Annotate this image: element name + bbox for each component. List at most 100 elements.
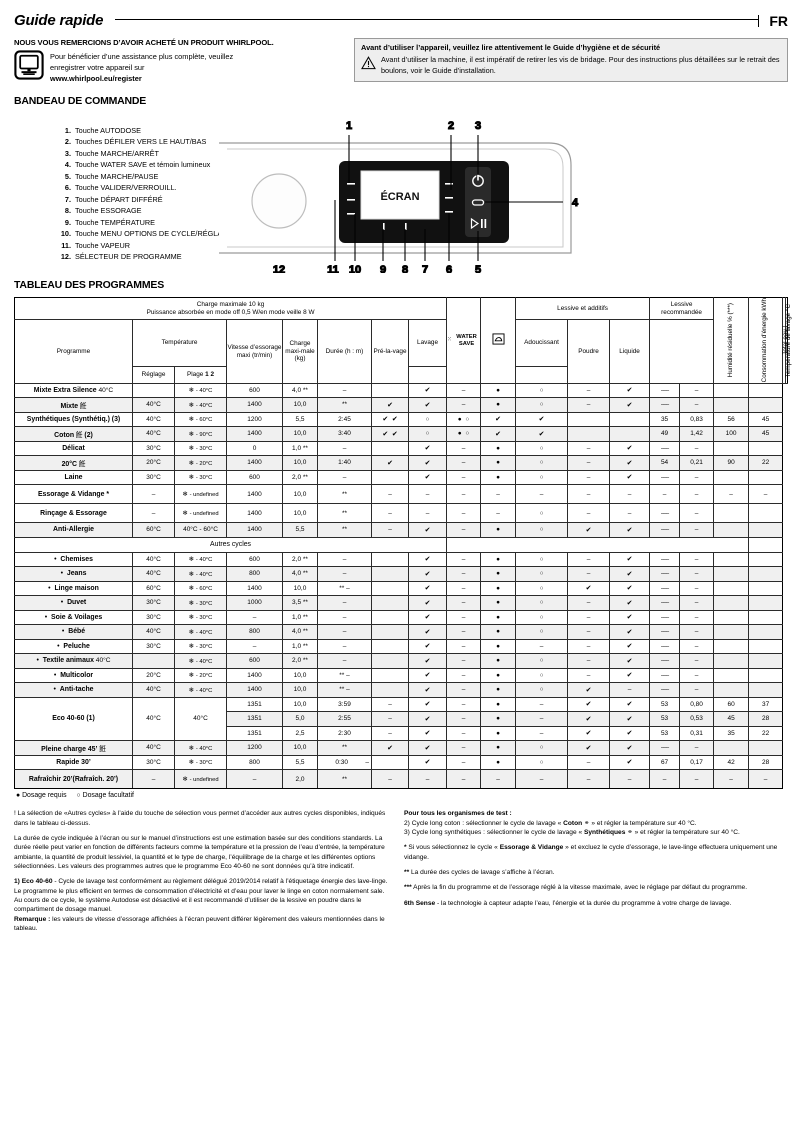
- snowflake-icon: ❄: [182, 776, 188, 784]
- dash-mark: [587, 510, 591, 517]
- dash-mark: [729, 776, 733, 783]
- duree-cell: 3:59: [317, 696, 372, 713]
- water-save-cell: [371, 382, 409, 399]
- adoucissant-cell: [515, 667, 569, 684]
- duree-cell: –: [317, 595, 372, 611]
- control-panel-legend-item: 6. Touche VALIDER/VERROUILL.: [58, 182, 318, 194]
- lavage-cell: [480, 667, 517, 684]
- filled-dot: [496, 759, 500, 766]
- prelavage-cell: [446, 667, 482, 684]
- control-panel-legend-item: 8. Touche ESSORAGE: [58, 205, 318, 217]
- check-mark: [586, 730, 592, 737]
- thanks-block: NOUS VOUS REMERCIONS D’AVOIR ACHETÉ UN P…: [14, 38, 344, 84]
- poudre-cell: [567, 382, 611, 399]
- dash-mark: [462, 643, 466, 650]
- vitesse-cell: 1400: [226, 522, 283, 538]
- programme-cell: • Linge maison: [14, 580, 133, 597]
- filled-dot: [496, 387, 500, 394]
- iron-cell: [407, 609, 448, 626]
- adoucissant-cell: [515, 522, 569, 538]
- control-panel-legend-item: 10. Touche MENU OPTIONS DE CYCLE/RÉGLAGES: [58, 228, 318, 240]
- snowflake-icon: ❄: [188, 556, 195, 564]
- adoucissant-cell: [515, 711, 569, 727]
- lavage-cell: [480, 740, 517, 756]
- check-mark: [627, 759, 633, 766]
- water-save-cell: [371, 609, 409, 626]
- register-url[interactable]: www.whirlpool.eu/register: [50, 74, 142, 84]
- programme-name: Linge maison: [54, 584, 99, 592]
- duree-cell: –: [317, 609, 372, 626]
- svg-text:4: 4: [572, 197, 579, 209]
- vitesse-cell: –: [226, 769, 283, 790]
- liquide-cell: [609, 503, 651, 524]
- thanks-line-2: enregistrer votre appareil sur: [50, 63, 145, 73]
- programme-name: Rapide 30’: [56, 758, 91, 766]
- lavage-cell: [480, 469, 517, 486]
- lavage-cell: [480, 503, 517, 524]
- programme-name: Délicat: [62, 444, 85, 452]
- lavage-cell: [480, 682, 517, 698]
- check-mark: [539, 416, 545, 423]
- dash-mark: [426, 491, 430, 498]
- triple-dash-mark: [661, 387, 668, 394]
- group-blank: [446, 536, 750, 553]
- poudre-cell: [567, 484, 611, 505]
- poudre-cell: [567, 397, 611, 413]
- program-selector-knob: [251, 173, 307, 229]
- dash-mark: [663, 776, 667, 783]
- eau-cell: [713, 484, 750, 505]
- header-rule: [115, 14, 760, 27]
- control-panel-legend-item: 2. Touches DÉFILER VERS LE HAUT/BAS: [58, 136, 318, 148]
- plage-cell: ❄ - 20°C: [174, 455, 227, 471]
- humidite-cell: [649, 595, 681, 611]
- poudre-cell: [567, 740, 611, 756]
- dash-mark: [462, 510, 466, 517]
- liquide-cell: [609, 740, 651, 756]
- dash-mark: [587, 672, 591, 679]
- dash-mark: [587, 387, 591, 394]
- check-mark: [586, 585, 592, 592]
- legend-item-label: Touche MARCHE/PAUSE: [75, 171, 159, 181]
- control-panel-section-title: BANDEAU DE COMMANDE: [14, 95, 147, 108]
- energie-cell: 1,42: [679, 426, 715, 442]
- poudre-cell: [567, 638, 611, 655]
- warning-title: Avant d’utiliser l’appareil, veuillez li…: [361, 43, 661, 52]
- filled-dot: [496, 701, 500, 708]
- legend-item-label: Touche VALIDER/VERROUILL.: [75, 183, 177, 193]
- check-mark: [425, 527, 431, 534]
- adoucissant-cell: [515, 740, 569, 756]
- iron-cell: [407, 382, 448, 399]
- legend-item-number: 9.: [64, 217, 71, 227]
- check-mark: [425, 600, 431, 607]
- eau-cell: 35: [713, 725, 750, 742]
- control-panel-legend-item: 1. Touche AUTODOSE: [58, 125, 318, 137]
- vitesse-cell: 1400: [226, 682, 283, 698]
- liquide-cell: [609, 725, 651, 742]
- table-row: • Chemises 40°C ❄ - 40°C 600 2,0 ** –: [14, 551, 788, 568]
- dash-mark: [587, 628, 591, 635]
- thanks-title: NOUS VOUS REMERCIONS D’AVOIR ACHETÉ UN P…: [14, 38, 274, 47]
- table-caption-2: Puissance absorbée en mode off 0,5 W/en …: [146, 308, 315, 316]
- check-mark: [586, 687, 592, 694]
- check-mark: [627, 460, 633, 467]
- lavage-cell: [480, 696, 517, 713]
- check-mark: [425, 730, 431, 737]
- programme-name: Mixte: [60, 402, 79, 410]
- legend-item-label: Touche WATER SAVE et témoin lumineux: [75, 160, 211, 170]
- dash-mark: [462, 387, 466, 394]
- filled-dot: [496, 628, 500, 635]
- energie-cell: [679, 638, 715, 655]
- water-save-cell: [371, 624, 409, 640]
- filled-dot: [496, 570, 500, 577]
- water-save-cell: [371, 455, 409, 471]
- eau-cell: [713, 638, 750, 655]
- plage-cell: ❄ - undefined: [174, 484, 227, 505]
- note-duration: La durée de cycle indiquée à l’écran ou …: [14, 834, 385, 870]
- duree-cell: 2:45: [317, 411, 372, 428]
- snowflake-icon: ❄: [188, 657, 195, 665]
- programme-name-suffix: 40°C: [96, 386, 114, 394]
- liquide-cell: [609, 397, 651, 413]
- bullet-marker: •: [60, 599, 64, 607]
- dash-mark: [695, 744, 699, 751]
